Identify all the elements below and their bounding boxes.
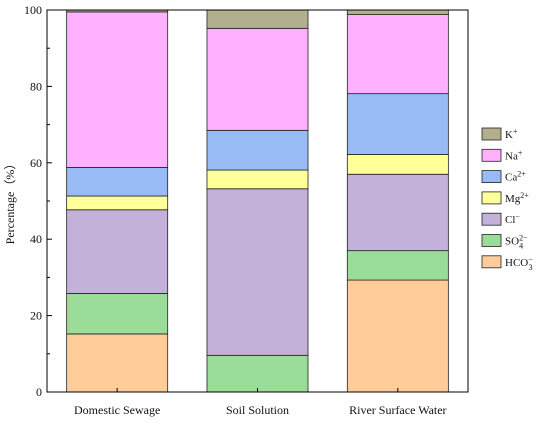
bars-layer [66,9,449,393]
bar-segment-cl-3 [346,173,449,252]
bar-segment-so4-2 [206,354,309,393]
bar-segment-so4-1 [66,293,169,335]
legend: K+ Na+ Ca2+ Mg2+ Cl− SO2− 4 HCO− 3 [481,127,533,272]
bar-segment-cl-1 [66,209,169,294]
bar-segment-ca-2 [206,129,309,171]
legend-swatch-k [481,127,502,141]
y-tick-label-3: 40 [30,232,42,246]
bar-segment-ca-1 [66,166,169,197]
y-axis-title: Percentage（%） [3,158,17,245]
legend-label-mg: Mg2+ [505,191,529,205]
bar-segment-na-2 [206,27,309,131]
x-tick-label-3: River Surface Water [349,403,446,417]
bar-segment-na-1 [66,11,169,168]
y-tick-label-5: 80 [30,79,42,93]
y-tick-label-4: 60 [30,156,42,170]
x-tick-label-2: Soil Solution [226,403,289,417]
bar-segment-hco3-1 [66,333,169,393]
legend-label-cl: Cl− [505,212,520,226]
legend-label-hco3: HCO− 3 [505,255,533,272]
bar-segment-mg-2 [206,169,309,190]
y-tick-label-2: 20 [30,309,42,323]
legend-label-ca: Ca2+ [505,170,526,184]
bar-segment-mg-3 [346,153,449,175]
bar-segment-hco3-3 [346,279,449,393]
legend-label-so4: SO2− 4 [505,234,528,251]
legend-label-na: Na+ [505,148,523,162]
legend-swatch-hco3 [481,255,502,269]
y-tick-label-1: 0 [36,385,42,399]
legend-swatch-na [481,148,502,162]
legend-swatch-mg [481,191,502,205]
axes-layer: Domestic Sewage Soil Solution River Surfac… [24,3,469,417]
x-tick-label-1: Domestic Sewage [74,403,160,417]
legend-swatch-ca [481,170,502,184]
bar-segment-so4-3 [346,250,449,281]
bar-segment-mg-1 [66,195,169,211]
bar-segment-k-2 [206,9,309,29]
bar-segment-k-3 [346,9,449,15]
legend-label-k: K+ [505,127,518,141]
bar-segment-na-3 [346,14,449,95]
y-tick-label-6: 100 [24,3,42,17]
bar-segment-cl-2 [206,188,309,356]
legend-swatch-so4 [481,234,502,247]
legend-swatch-cl [481,212,502,226]
bar-segment-ca-3 [346,93,449,155]
